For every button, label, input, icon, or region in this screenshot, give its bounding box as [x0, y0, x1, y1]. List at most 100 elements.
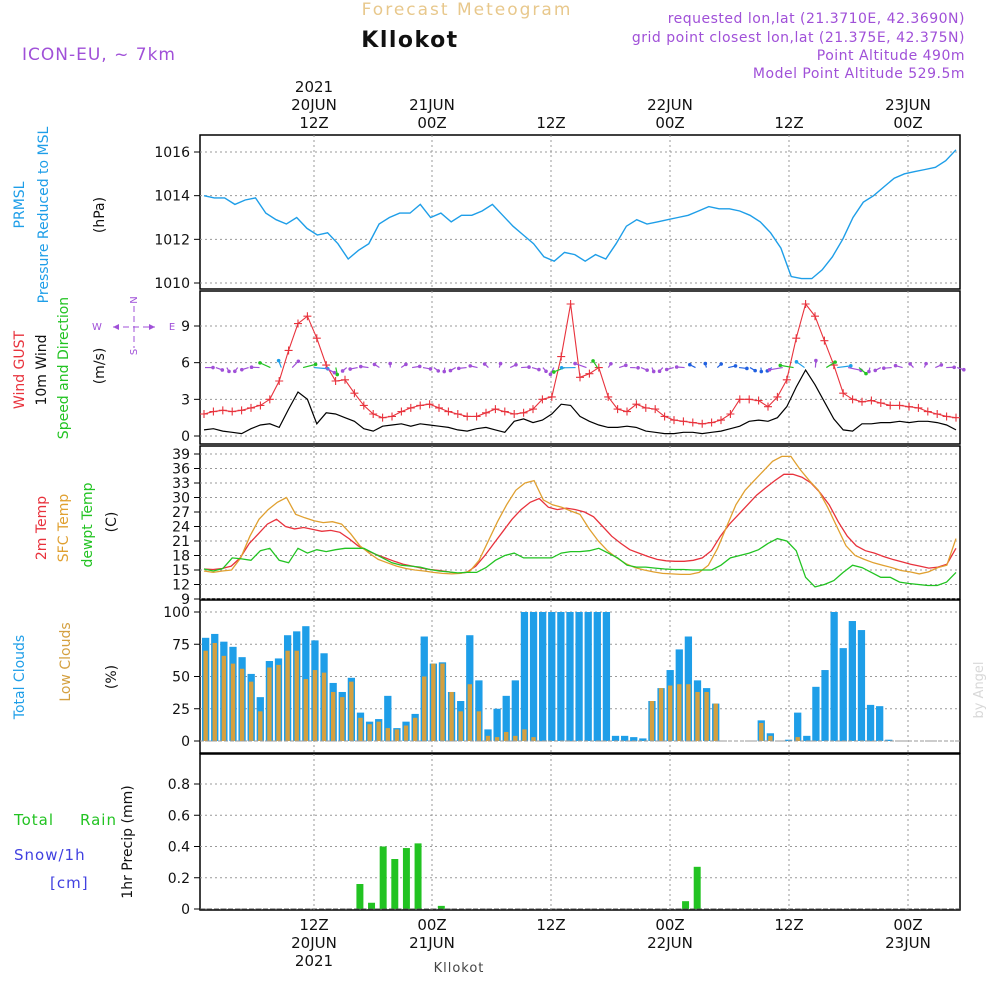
low-clouds-bar-21	[394, 729, 400, 741]
total-clouds-bar-70	[839, 648, 847, 741]
total-clouds-bar-66	[803, 735, 811, 741]
gust-marker-77	[923, 407, 932, 416]
gust-marker-26	[444, 407, 453, 416]
low-clouds-bar-28	[458, 711, 463, 741]
top-hour-label-2: 12Z	[536, 114, 565, 132]
wind-dir-head-2	[227, 369, 231, 374]
wind-dir-arrow-35	[574, 362, 587, 369]
clouds-labels: Total Clouds Low Clouds (%)	[12, 622, 120, 720]
wind-dir-head-21	[436, 369, 441, 373]
wind-dir-head-17	[388, 361, 392, 366]
bottom-day-label-5: 23JUN	[885, 934, 931, 952]
low-clouds-bar-49	[649, 701, 655, 741]
bottom-hour-label-2: 12Z	[536, 916, 565, 934]
precip-ytick-label-0: 0	[181, 902, 190, 918]
low-clouds-bar-55	[704, 691, 709, 741]
low-clouds-bar-5	[248, 681, 254, 741]
temp-ytick-label-1: 12	[172, 578, 190, 594]
gust-marker-55	[717, 416, 725, 425]
rain-bar-8	[693, 866, 701, 909]
wind-gust-label: Wind GUST	[12, 330, 28, 409]
wind-dir-head-67	[939, 363, 944, 367]
low-clouds-bar-50	[658, 688, 664, 741]
total-clouds-bar-47	[630, 737, 638, 741]
wind-dir-head-3	[233, 369, 237, 374]
precip-labels: Total Rain Snow/1h [cm] 1hr Precip (mm)	[13, 785, 136, 898]
gust-marker-49	[660, 412, 669, 421]
temp-2m-label: 2m Temp	[34, 496, 50, 560]
low-clouds-bar-13	[321, 672, 327, 741]
low-clouds-bar-15	[340, 697, 345, 741]
low-clouds-bar-16	[349, 681, 354, 741]
gust-marker-69	[848, 395, 857, 404]
wind-dir-head-27	[498, 361, 503, 366]
wind-dir-head-44	[674, 365, 679, 369]
wind-dir-head-32	[548, 372, 553, 377]
total-clouds-bar-35	[520, 612, 529, 741]
wind-dir-head-58	[848, 364, 853, 368]
wind-dir-head-1	[220, 368, 225, 372]
wind-dir-head-4	[240, 367, 244, 372]
gust-marker-53	[698, 419, 707, 428]
low-clouds-bar-23	[412, 717, 418, 741]
wind-dir-head-8	[296, 359, 301, 364]
total-clouds-bar-73	[866, 704, 875, 741]
gust-marker-42	[594, 363, 603, 372]
temp-ytick-label-9: 36	[172, 462, 190, 478]
rain-bar-2	[379, 846, 387, 909]
temp-ytick-label-6: 27	[172, 505, 190, 521]
rain-bar-0	[356, 884, 364, 909]
wind-dir-head-12	[335, 372, 340, 377]
gust-marker-73	[886, 401, 895, 410]
wind-dir-head-7	[276, 358, 281, 363]
compass-s: S	[129, 349, 140, 355]
gust-marker-80	[952, 413, 960, 422]
low-clouds-bar-61	[759, 722, 764, 741]
precip-frame	[199, 753, 961, 911]
gust-marker-24	[425, 400, 434, 409]
temp-ytick-label-8: 33	[172, 476, 190, 492]
low-clouds-bar-65	[795, 737, 800, 741]
gust-marker-56	[726, 410, 735, 418]
temp-2m-line	[203, 473, 957, 575]
temp-dewpt-label: dewpt Temp	[80, 482, 96, 567]
wind-dir-head-47	[719, 362, 723, 366]
wind-ytick-label-0: 0	[181, 429, 190, 445]
total-clouds-bar-48	[639, 738, 647, 741]
low-clouds-bar-8	[276, 664, 281, 741]
total-clouds-bar-33	[502, 695, 510, 741]
wind-dir-head-28	[514, 362, 518, 367]
wind-dir-head-48	[733, 364, 738, 368]
rain-bar-5	[414, 843, 422, 909]
wind-dir-head-9	[313, 362, 318, 367]
wind-dir-head-5	[249, 365, 254, 370]
prmsl-line	[203, 149, 957, 280]
total-clouds-bar-42	[584, 612, 592, 741]
dewpt-line	[203, 537, 957, 588]
wind-speed-dir-label: Speed and Direction	[56, 297, 72, 439]
compass-w: W	[92, 322, 102, 333]
credit-watermark: by Angel	[972, 661, 987, 718]
wind-dir-head-42	[657, 369, 662, 374]
gust-marker-8	[275, 377, 284, 385]
rain-bar-4	[402, 848, 410, 909]
gust-marker-76	[914, 403, 923, 412]
total-clouds-bar-44	[602, 612, 611, 741]
wind-dir-head-37	[609, 361, 613, 366]
pressure-labels: PRMSL Pressure Reduced to MSL (hPa)	[12, 126, 108, 303]
precip-panel: 0 0.2 0.4 0.6 0.8	[168, 753, 961, 918]
gust-marker-44	[613, 405, 622, 414]
location-title: Kllokot	[361, 28, 458, 53]
wind-dir-head-31	[544, 369, 548, 374]
rain-bar-6	[437, 905, 445, 909]
point-altitude: Point Altitude 490m	[817, 48, 965, 64]
temp-unit-label: (C)	[104, 512, 120, 533]
wind-dir-head-33	[552, 370, 556, 374]
wind-dir-head-24	[456, 366, 461, 371]
precip-ytick-label-3: 0.6	[168, 808, 190, 824]
bottom-day-label-3: 22JUN	[647, 934, 693, 952]
gust-marker-32	[500, 407, 509, 416]
wind-dir-head-26	[482, 362, 487, 366]
gust-marker-61	[773, 392, 782, 401]
gust-marker-9	[284, 346, 293, 355]
